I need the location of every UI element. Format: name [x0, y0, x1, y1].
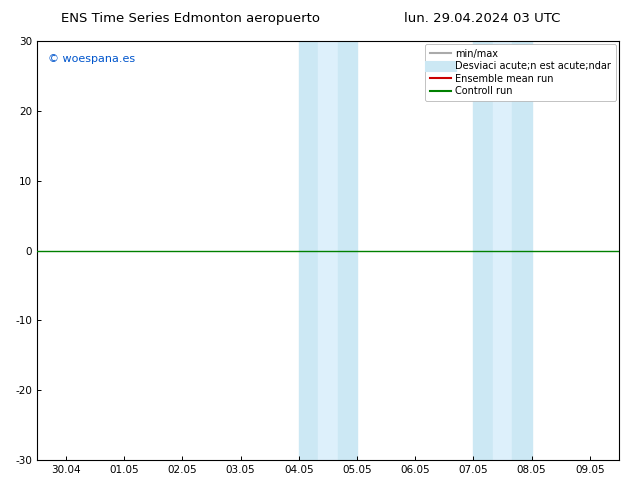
Bar	[338, 41, 357, 460]
Text: lun. 29.04.2024 03 UTC: lun. 29.04.2024 03 UTC	[404, 12, 560, 25]
Bar	[493, 41, 512, 460]
Bar	[474, 41, 493, 460]
Legend: min/max, Desviaci acute;n est acute;ndar, Ensemble mean run, Controll run: min/max, Desviaci acute;n est acute;ndar…	[425, 44, 616, 101]
Bar	[299, 41, 318, 460]
Bar	[318, 41, 338, 460]
Text: © woespana.es: © woespana.es	[48, 53, 136, 64]
Text: ENS Time Series Edmonton aeropuerto: ENS Time Series Edmonton aeropuerto	[61, 12, 320, 25]
Bar	[512, 41, 532, 460]
